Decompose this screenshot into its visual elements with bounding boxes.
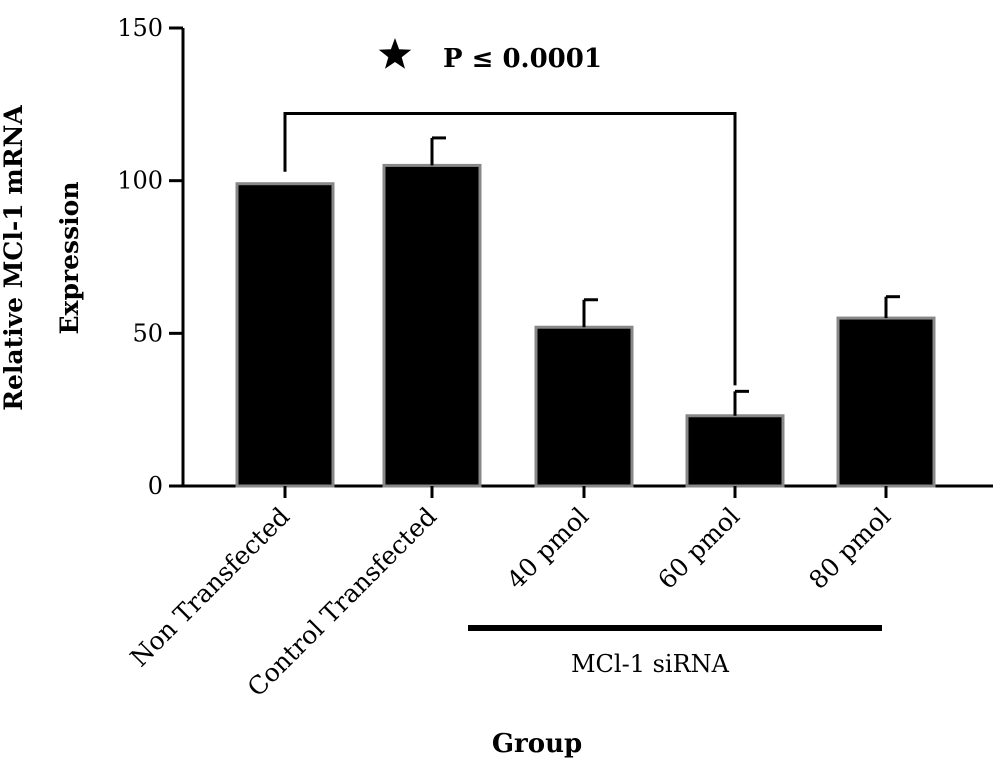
y-tick-label: 50: [132, 319, 163, 347]
y-tick-label: 150: [117, 14, 163, 42]
x-ticks: [283, 486, 888, 498]
significance-label: P ≤ 0.0001: [443, 44, 602, 74]
category-label: 60 pmol: [652, 502, 745, 595]
bar: [382, 163, 482, 488]
y-axis-label-line-2: Expression: [55, 181, 84, 334]
bar: [836, 316, 936, 488]
bar: [534, 325, 634, 488]
category-group: MCl-1 siRNA: [468, 625, 882, 678]
category-group-label: MCl-1 siRNA: [571, 650, 730, 678]
bar: [685, 414, 785, 488]
y-tick-label: 100: [117, 167, 163, 195]
category-label: 40 pmol: [501, 502, 594, 595]
x-axis-label: Group: [492, 729, 582, 759]
y-ticks: 0 50 100 150: [117, 14, 183, 500]
bar: [235, 182, 335, 488]
significance-annotation: P ≤ 0.0001: [283, 38, 737, 386]
y-axis-label: Relative MCl-1 mRNA Expression: [0, 105, 84, 411]
y-tick-label: 0: [148, 472, 163, 500]
star-icon: [378, 38, 412, 69]
significance-bracket: [283, 111, 737, 386]
category-label: 80 pmol: [803, 502, 896, 595]
category-label: Non Transfected: [125, 502, 296, 673]
y-axis-label-line-1: Relative MCl-1 mRNA: [0, 105, 28, 411]
error-bars: [430, 136, 900, 416]
